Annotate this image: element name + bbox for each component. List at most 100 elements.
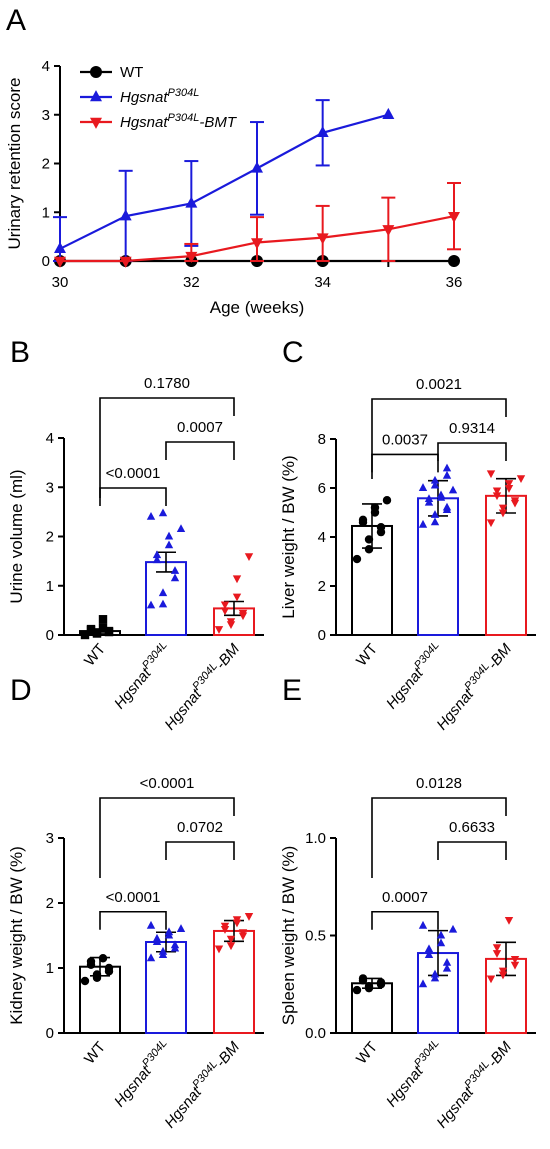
data-point <box>214 945 224 954</box>
data-point <box>226 935 236 944</box>
p-value: 0.6633 <box>449 819 495 836</box>
p-value: 0.9314 <box>449 420 495 437</box>
data-point <box>152 555 162 564</box>
category-label: HgsnatP304L <box>110 639 176 712</box>
y-tick-label: 0.5 <box>305 928 326 945</box>
data-point <box>448 924 458 933</box>
data-point <box>92 628 102 637</box>
data-point <box>232 916 242 925</box>
comparison-bracket <box>99 487 167 506</box>
data-point <box>158 599 168 608</box>
y-axis-label: Kidney weight / BW (%) <box>7 846 26 1025</box>
data-point <box>226 618 236 627</box>
comparison-bracket <box>437 442 507 461</box>
p-value: 0.0128 <box>416 775 462 792</box>
data-point <box>176 524 186 533</box>
data-point <box>418 519 428 528</box>
data-point <box>498 971 508 980</box>
data-point <box>119 256 132 268</box>
data-point <box>510 955 520 964</box>
data-point <box>430 475 440 484</box>
data-point <box>86 624 96 634</box>
data-point <box>424 950 434 958</box>
data-point <box>164 927 174 936</box>
category-label: HgsnatP304L <box>382 639 448 712</box>
y-tick-label: 1 <box>42 204 50 221</box>
data-point <box>176 924 186 932</box>
data-point <box>98 954 108 963</box>
legend-entry: HgsnatP304L-BMT <box>120 112 238 131</box>
legend-entry-suffix: -BMT <box>199 114 237 131</box>
p-value: 0.0702 <box>177 819 223 836</box>
data-point <box>436 930 446 939</box>
data-point <box>498 509 508 518</box>
data-point <box>376 978 386 987</box>
y-tick-label: 6 <box>318 480 326 497</box>
panel-label-a: A <box>6 4 26 37</box>
comparison-bracket <box>165 441 235 460</box>
data-point <box>358 974 368 983</box>
data-point <box>170 566 180 574</box>
data-point <box>492 487 502 496</box>
data-point <box>442 463 452 472</box>
category-label: WT <box>353 1039 381 1068</box>
comparison-bracket <box>371 453 439 473</box>
category-label: WT <box>353 641 381 670</box>
data-point <box>376 523 386 532</box>
data-point <box>80 630 90 640</box>
data-point <box>430 517 440 526</box>
data-point <box>152 550 162 559</box>
p-value: 0.0007 <box>382 889 428 906</box>
p-value: <0.0001 <box>106 889 161 906</box>
category-label: HgsnatP304L-BM <box>432 1037 516 1131</box>
category-label-sup: P304L <box>140 1037 170 1069</box>
category-label: WT <box>81 1039 109 1068</box>
comparison-bracket <box>99 797 235 878</box>
series-line <box>59 113 389 250</box>
data-point <box>98 623 108 632</box>
data-point <box>436 938 446 947</box>
data-point <box>442 470 452 479</box>
data-point <box>352 554 362 564</box>
data-point <box>442 502 452 511</box>
data-point <box>492 950 502 958</box>
y-tick-label: 2 <box>42 156 50 173</box>
y-tick-label: 2 <box>46 895 54 912</box>
bar <box>145 561 187 636</box>
data-point <box>486 975 496 984</box>
data-point <box>232 593 242 602</box>
data-point <box>516 475 526 484</box>
data-point <box>164 540 174 549</box>
legend-entry-base: Hgsnat <box>120 89 168 106</box>
data-point <box>430 969 440 978</box>
category-label: HgsnatP304L-BM <box>160 1037 244 1131</box>
data-point <box>418 979 428 988</box>
y-tick-label: 8 <box>318 431 326 448</box>
data-point <box>418 920 428 929</box>
legend-entry-base: WT <box>120 64 143 81</box>
category-label: HgsnatP304L <box>382 1037 448 1110</box>
data-point <box>448 211 460 224</box>
data-point <box>510 497 520 506</box>
legend-entry: WT <box>120 64 143 81</box>
y-tick-label: 0 <box>42 253 50 270</box>
data-point <box>244 553 254 562</box>
data-point <box>158 946 168 955</box>
data-point <box>251 238 263 250</box>
data-point <box>504 485 514 493</box>
data-point <box>238 609 248 618</box>
data-point <box>498 504 508 513</box>
data-point <box>146 920 156 929</box>
data-point <box>158 588 168 597</box>
legend-entry-sup: P304L <box>168 112 200 124</box>
p-value: 0.0007 <box>177 419 223 436</box>
comparison-bracket <box>437 841 507 860</box>
y-tick-label: 2 <box>318 578 326 595</box>
category-label: HgsnatP304L-BM <box>160 639 244 733</box>
comparison-bracket <box>371 797 507 878</box>
p-value: 0.0037 <box>382 431 428 448</box>
